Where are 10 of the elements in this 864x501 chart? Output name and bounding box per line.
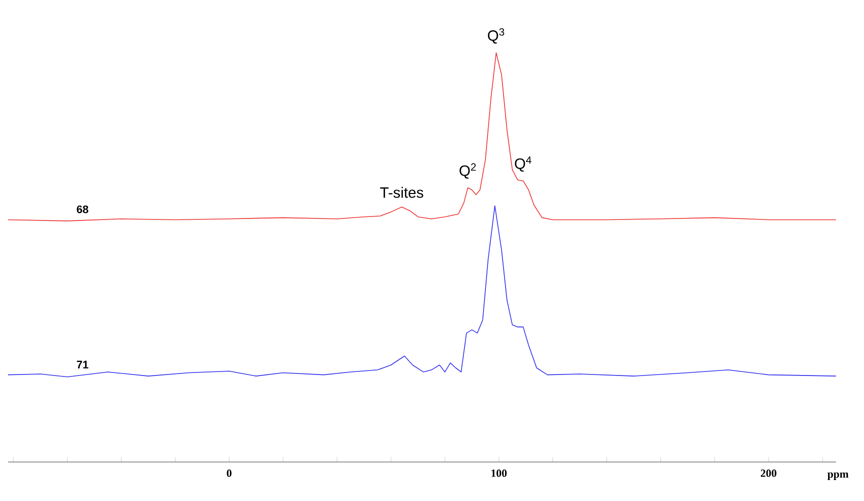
x-tick-label: 0: [226, 470, 232, 477]
x-tick-label: 200: [760, 470, 776, 477]
x-axis-title: ppm: [827, 472, 848, 480]
x-tick-label: 100: [492, 470, 507, 477]
annotation: Q$^{2}$: [460, 163, 476, 179]
series-label: 71: [76, 360, 88, 368]
series-label: 68: [76, 205, 88, 214]
annotation: Q$^{3}$: [488, 28, 504, 44]
annotation: Q$^{4}$: [514, 156, 532, 172]
annotation: T-sites: [380, 186, 424, 198]
